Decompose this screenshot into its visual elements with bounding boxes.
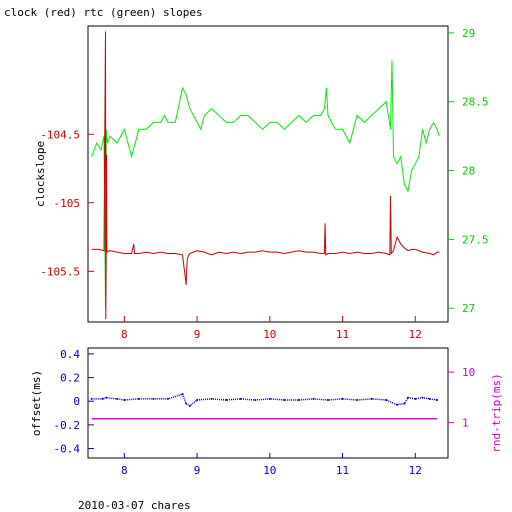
bottom-x-tick-label-3: 11 bbox=[336, 464, 349, 477]
top-marks: 8 9 10 11 12 -104.5 -105 -105.5 27 27.5 28 28.5 29 bbox=[40, 27, 488, 341]
offset-point-16 bbox=[268, 397, 271, 400]
top-y2-tick-label-3: 28.5 bbox=[462, 96, 489, 109]
bottom-y2-tick-label-1: 10 bbox=[462, 366, 475, 379]
top-x-tick-label-2: 10 bbox=[263, 328, 276, 341]
bottom-y-tick-label-1: 0.2 bbox=[60, 372, 80, 385]
top-y-tick-label-0: -104.5 bbox=[40, 128, 80, 141]
offset-point-15 bbox=[254, 399, 257, 402]
top-x-tick-label-0: 8 bbox=[121, 328, 128, 341]
bottom-y-tick-label-2: 0 bbox=[73, 395, 80, 408]
top-series-line-0 bbox=[91, 60, 440, 309]
offset-point-30 bbox=[428, 397, 431, 400]
top-x-tick-label-4: 12 bbox=[409, 328, 422, 341]
footer-text: 2010-03-07 chares bbox=[78, 499, 191, 512]
offset-point-23 bbox=[370, 397, 373, 400]
offset-point-26 bbox=[403, 402, 406, 405]
bottom-y-tick-label-4: -0.4 bbox=[54, 443, 81, 456]
bottom-y-tick-label-0: 0.4 bbox=[60, 348, 80, 361]
offset-point-31 bbox=[436, 399, 439, 402]
bottom-x-tick-label-4: 12 bbox=[409, 464, 422, 477]
top-y2-tick-label-4: 29 bbox=[462, 27, 475, 40]
offset-point-19 bbox=[312, 397, 315, 400]
offset-point-18 bbox=[297, 399, 300, 402]
offset-point-12 bbox=[210, 397, 213, 400]
offset-point-4 bbox=[123, 399, 126, 402]
offset-point-21 bbox=[341, 397, 344, 400]
offset-point-13 bbox=[225, 399, 228, 402]
bottom-plot-frame bbox=[87, 347, 449, 459]
bottom-x-tick-label-1: 9 bbox=[194, 464, 201, 477]
bottom-x-tick-label-2: 10 bbox=[263, 464, 276, 477]
offset-point-27 bbox=[407, 396, 409, 399]
top-plot-frame bbox=[87, 25, 449, 323]
top-y2-tick-label-0: 27 bbox=[462, 302, 475, 315]
bottom-y-tick-label-3: -0.2 bbox=[54, 419, 81, 432]
top-x-tick-label-1: 9 bbox=[194, 328, 201, 341]
offset-point-22 bbox=[356, 399, 359, 402]
offset-point-17 bbox=[283, 399, 286, 402]
offset-point-1 bbox=[101, 397, 104, 400]
offset-point-6 bbox=[152, 397, 155, 400]
bottom-y-axis-label: offset(ms) bbox=[30, 370, 43, 436]
offset-point-8 bbox=[181, 393, 184, 396]
offset-point-3 bbox=[116, 397, 119, 400]
top-panel: clockslope 8 9 10 11 12 -104.5 -105 -105.5 27 27.… bbox=[34, 25, 489, 341]
bottom-marks: 8 9 10 11 12 0.4 0.2 0 -0.2 -0.4 1 10 bbox=[54, 348, 476, 477]
offset-point-10 bbox=[188, 404, 191, 407]
bottom-panel: offset(ms) rnd-trip(ms) 8 9 10 11 12 0.4 0.2 0 -… bbox=[30, 347, 503, 477]
offset-point-0 bbox=[90, 397, 93, 400]
offset-point-14 bbox=[239, 397, 242, 400]
top-x-tick-label-3: 11 bbox=[336, 328, 349, 341]
offset-point-2 bbox=[105, 396, 108, 399]
top-y-tick-label-1: -105 bbox=[54, 197, 81, 210]
offset-point-29 bbox=[421, 396, 424, 399]
bottom-y2-axis-label: rnd-trip(ms) bbox=[490, 373, 503, 452]
top-y2-tick-label-2: 28 bbox=[462, 165, 475, 178]
chart-title: clock (red) rtc (green) slopes bbox=[4, 6, 203, 19]
top-y2-tick-label-1: 27.5 bbox=[462, 233, 489, 246]
offset-point-9 bbox=[185, 402, 188, 405]
offset-point-28 bbox=[414, 397, 417, 400]
offset-series-line bbox=[91, 393, 438, 407]
offset-point-11 bbox=[196, 399, 199, 402]
top-y-tick-label-2: -105.5 bbox=[40, 265, 80, 278]
offset-point-5 bbox=[137, 397, 140, 400]
top-y-axis-label: clockslope bbox=[34, 141, 47, 207]
offset-point-20 bbox=[327, 399, 329, 402]
offset-point-7 bbox=[167, 397, 169, 400]
offset-point-24 bbox=[385, 399, 388, 402]
offset-point-25 bbox=[396, 403, 399, 406]
bottom-y2-tick-label-0: 1 bbox=[462, 417, 469, 430]
bottom-x-tick-label-0: 8 bbox=[121, 464, 128, 477]
top-series-line-1 bbox=[91, 31, 440, 320]
